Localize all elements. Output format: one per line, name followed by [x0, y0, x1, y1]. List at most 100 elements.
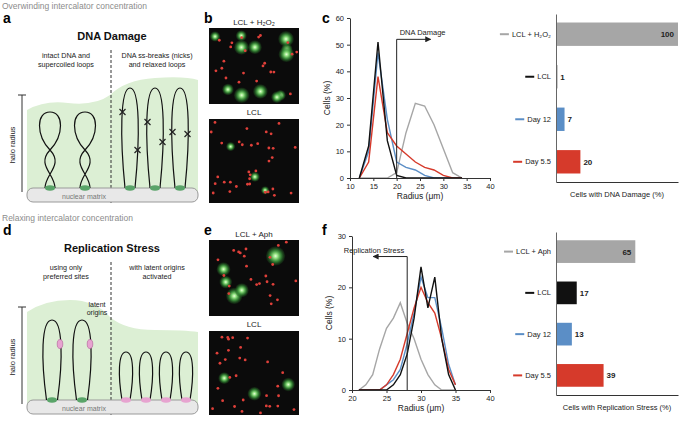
x-tick-label: 35 [463, 182, 471, 191]
loop-anchor [121, 397, 131, 403]
nucleus-dot [246, 337, 249, 340]
nucleus-dot [248, 177, 251, 180]
loop-anchor [77, 397, 87, 403]
nucleus-dot [265, 394, 268, 397]
nucleus-dot [217, 258, 220, 261]
nucleus-dot [272, 147, 275, 150]
loop-anchor [161, 397, 171, 403]
micrograph [209, 119, 299, 203]
nucleoid-halo [279, 47, 295, 63]
nucleus-dot [271, 263, 274, 266]
replicon-loop [43, 320, 61, 400]
nucleus-dot [212, 192, 215, 195]
panel-letter: b [204, 10, 213, 26]
nucleus-dot [232, 249, 235, 252]
x-axis: 10152025303540 [346, 178, 494, 191]
bar [556, 23, 678, 46]
nucleus-dot [224, 358, 227, 361]
category-swatch [513, 161, 522, 163]
diagram-title: DNA Damage [77, 30, 146, 42]
nucleus-dot [247, 171, 250, 174]
section-heading: Relaxing intercalator concentration [2, 213, 133, 223]
y-tick: LCL [525, 288, 556, 297]
replicon-loop [119, 352, 132, 400]
x-tick-label: 30 [440, 182, 448, 191]
nucleus-dot [269, 256, 272, 259]
y-axis-line [556, 15, 557, 183]
halo-axis [22, 307, 23, 404]
y-axis-line [350, 19, 351, 179]
nucleus-dot [256, 142, 259, 145]
y-tick-label: 30 [336, 94, 344, 103]
nucleus-dot [227, 292, 230, 295]
nick-mark [120, 109, 126, 115]
bar-chart: LCL + AphLCLDay 12Day 5.565171339Cells w… [504, 233, 678, 413]
x-tick-mark [490, 390, 491, 393]
y-tick: 50 [336, 41, 350, 50]
micrograph [209, 331, 299, 415]
diagram-label: and relaxed loops [129, 60, 186, 69]
nucleus-dot [243, 255, 246, 258]
y-axis-line [352, 237, 353, 391]
y-tick-label: Day 5.5 [525, 371, 551, 380]
series-line [359, 42, 462, 178]
y-tick-mark [347, 125, 350, 126]
y-tick-label: 20 [336, 121, 344, 130]
halo-axis-cap [18, 307, 26, 308]
y-tick: 10 [338, 335, 352, 344]
annotation-line [407, 257, 408, 390]
y-tick-label: LCL + H₂O₂ [512, 30, 551, 39]
annotation-text: DNA Damage [400, 28, 446, 37]
loop-anchor [125, 185, 135, 191]
nucleus-dot [238, 81, 241, 84]
nucleus-dot [290, 192, 293, 195]
nucleoid-halo [236, 30, 247, 41]
nucleoid-halo [253, 84, 268, 99]
loop-anchor [150, 185, 160, 191]
nucleus-dot [254, 170, 257, 173]
nucleus-dot [241, 410, 244, 413]
y-axis-title: Cells (%) [322, 81, 332, 116]
y-tick-mark [347, 18, 350, 19]
nucleus-dot [255, 80, 258, 83]
plot-area [359, 39, 462, 178]
loop-anchor [45, 185, 55, 191]
x-tick: 40 [486, 390, 494, 403]
nucleus-dot [273, 71, 276, 74]
nick-mark [135, 147, 141, 153]
y-tick-label: LCL [537, 72, 551, 81]
nucleus-dot [228, 285, 231, 288]
nucleus-dot [265, 131, 268, 134]
nucleus-dot [235, 185, 238, 188]
nucleus-dot [242, 399, 245, 402]
y-axis-title: Cells (%) [324, 296, 334, 331]
loop-anchor [47, 397, 57, 403]
nucleoid-halo [226, 142, 235, 151]
nucleus-dot [276, 298, 279, 301]
divider [111, 50, 112, 204]
relaxed-loop [122, 88, 139, 188]
nucleus-dot [210, 131, 213, 134]
x-tick: 35 [452, 390, 460, 403]
diagram-title: Replication Stress [64, 242, 160, 254]
nucleus-dot [265, 405, 268, 408]
nucleus-dot [267, 191, 270, 194]
nucleus-dot [277, 394, 280, 397]
x-axis [557, 395, 679, 396]
nucleus-dot [258, 282, 261, 285]
matrix-label: nuclear matrix [62, 193, 106, 200]
y-tick-label: LCL + Aph [516, 247, 551, 256]
y-tick-label: 20 [338, 283, 346, 292]
annotation-text: Replication Stress [344, 246, 405, 255]
panel-letter: c [322, 10, 330, 26]
x-tick-mark [443, 178, 444, 181]
nucleoid-halo [210, 31, 220, 41]
loop-anchor [181, 397, 191, 403]
nucleus-dot [245, 265, 248, 268]
y-tick-mark [347, 45, 350, 46]
y-tick: 0 [340, 174, 350, 183]
nucleus-dot [222, 274, 225, 277]
nucleus-dot [278, 122, 281, 125]
halo-axis [22, 95, 23, 192]
y-tick-label: 0 [340, 174, 344, 183]
